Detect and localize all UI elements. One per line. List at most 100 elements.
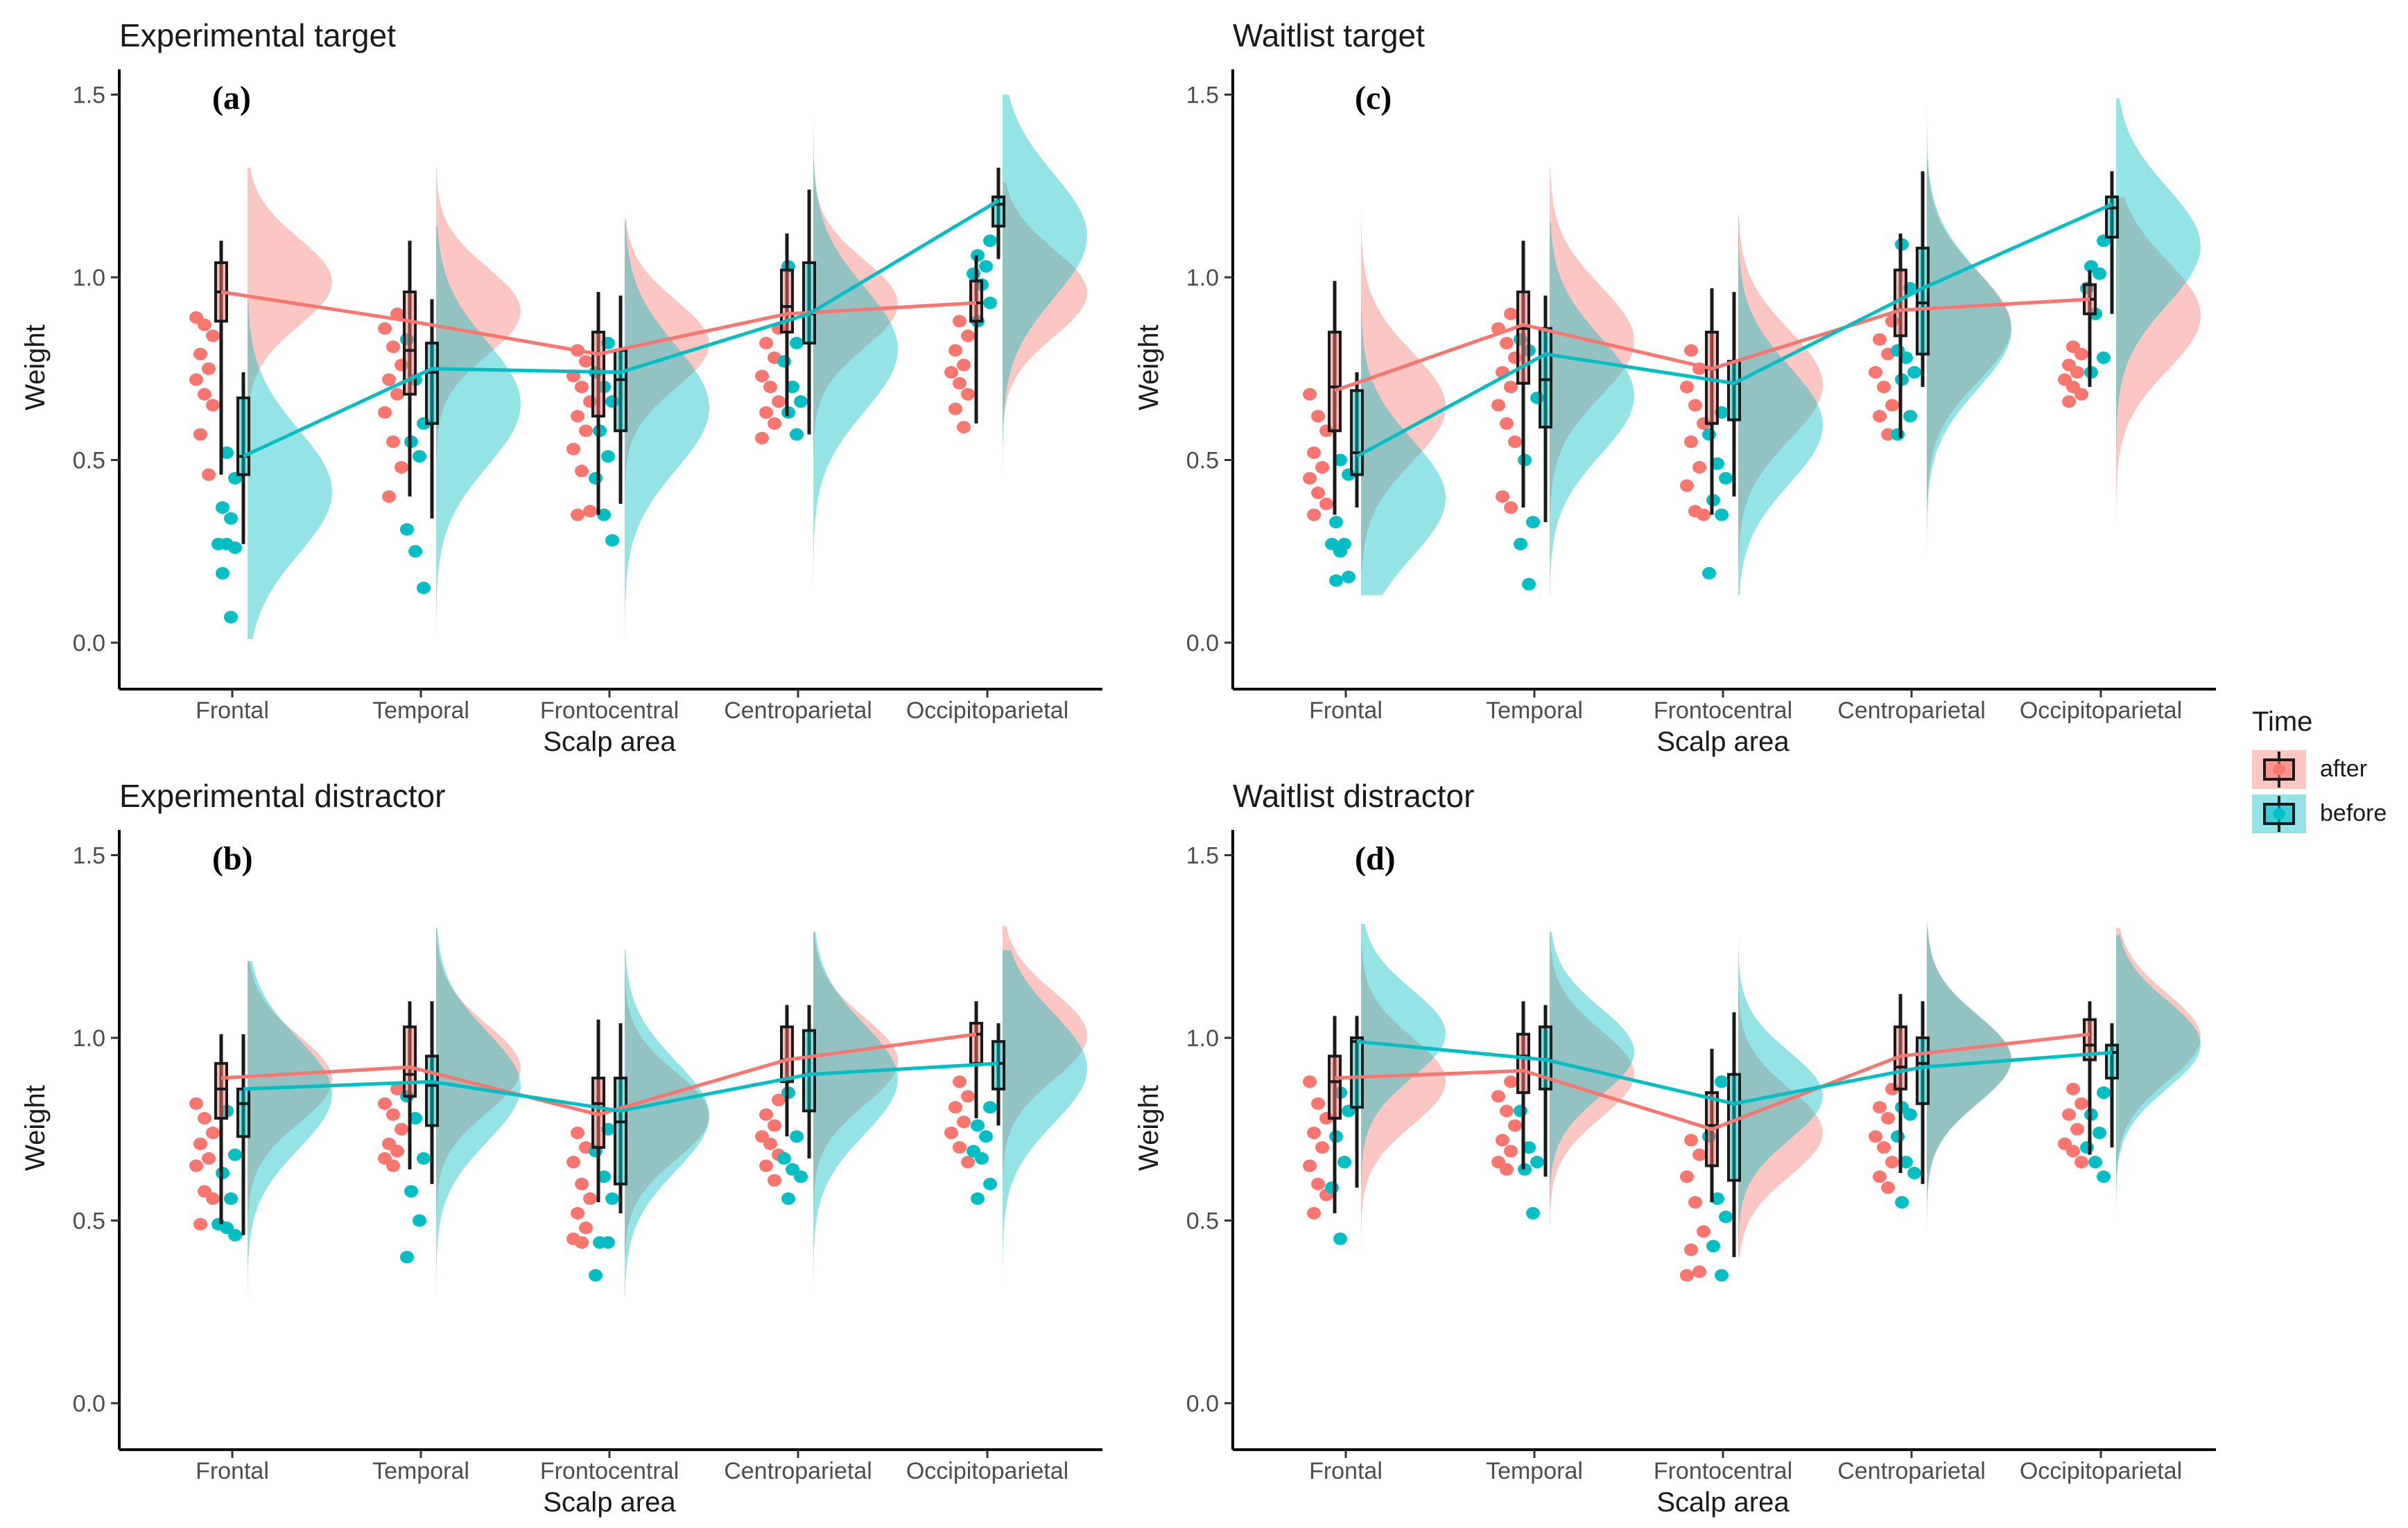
point-before bbox=[983, 296, 997, 309]
point-after bbox=[575, 1236, 589, 1249]
point-after bbox=[961, 1090, 975, 1103]
point-after bbox=[571, 1127, 584, 1140]
point-after bbox=[1504, 1145, 1518, 1158]
point-before bbox=[1702, 566, 1716, 580]
point-before bbox=[400, 523, 414, 536]
point-after bbox=[390, 388, 404, 401]
density-before-centroparietal bbox=[1927, 928, 2011, 1239]
density-after-centroparietal bbox=[1927, 160, 2011, 570]
boxplot-after-frontal bbox=[1328, 281, 1342, 515]
boxplot-before-frontal bbox=[1350, 1016, 1364, 1188]
boxplot-after-frontocentral bbox=[591, 1019, 605, 1203]
point-after bbox=[382, 373, 396, 386]
mean-lines bbox=[220, 1032, 999, 1117]
point-after bbox=[2074, 1097, 2088, 1110]
mean-line-before bbox=[242, 199, 1000, 458]
y-tick-label: 1.0 bbox=[73, 265, 105, 291]
point-before bbox=[975, 1152, 989, 1165]
boxplot-before-temporal bbox=[1539, 1005, 1552, 1177]
point-after bbox=[386, 340, 400, 354]
y-tick-label: 1.0 bbox=[1186, 265, 1219, 291]
density-before-frontocentral bbox=[1738, 939, 1823, 1312]
point-before bbox=[1522, 578, 1536, 591]
axes: 0.0 0.5 1.0 1.5 Frontal Temporal Frontocentral… bbox=[20, 69, 1102, 757]
point-after bbox=[1697, 1225, 1710, 1238]
point-after bbox=[1504, 501, 1518, 514]
boxplot-after-centroparietal bbox=[780, 233, 794, 417]
point-before bbox=[1891, 1130, 1905, 1143]
point-after bbox=[571, 1206, 584, 1219]
mean-line-after bbox=[220, 1032, 977, 1117]
point-before bbox=[979, 260, 993, 273]
legend-title: Time bbox=[2252, 706, 2312, 737]
point-after bbox=[1680, 381, 1694, 394]
point-after bbox=[571, 508, 584, 521]
point-before bbox=[790, 428, 804, 441]
boxplot-before-centroparietal bbox=[1916, 1001, 1930, 1184]
boxplot-layer bbox=[214, 1001, 1005, 1235]
boxplot-after-temporal bbox=[403, 241, 417, 497]
y-tick-label: 1.5 bbox=[1186, 843, 1219, 869]
point-before bbox=[979, 1130, 993, 1143]
panel-title: Waitlist target bbox=[1233, 17, 1425, 53]
density-after-frontocentral bbox=[625, 218, 709, 570]
point-after bbox=[2062, 1108, 2076, 1121]
point-before bbox=[1715, 1075, 1729, 1088]
point-after bbox=[1307, 508, 1321, 521]
boxplot-before-temporal bbox=[425, 299, 439, 519]
density-before-frontal bbox=[1361, 923, 1446, 1243]
point-before bbox=[983, 234, 997, 248]
point-after bbox=[189, 373, 203, 386]
density-before-frontocentral bbox=[625, 950, 709, 1298]
boxplot-layer bbox=[1328, 993, 2119, 1258]
point-after bbox=[1319, 497, 1333, 510]
point-before bbox=[1715, 1269, 1729, 1282]
y-tick-label: 0.0 bbox=[73, 1391, 105, 1417]
axes: 0.0 0.5 1.0 1.5 Frontal Temporal Frontocentral… bbox=[20, 830, 1102, 1518]
point-after bbox=[949, 344, 962, 357]
point-before bbox=[2093, 1127, 2106, 1140]
legend: Time after before bbox=[2252, 706, 2387, 833]
point-after bbox=[1873, 333, 1887, 346]
point-after bbox=[961, 388, 975, 401]
point-after bbox=[571, 410, 584, 423]
point-before bbox=[786, 381, 799, 394]
point-before bbox=[1526, 1206, 1540, 1219]
point-after bbox=[1881, 428, 1895, 441]
point-before bbox=[601, 1236, 615, 1249]
point-before bbox=[1715, 508, 1729, 521]
x-axis-title: Scalp area bbox=[543, 1487, 676, 1518]
boxplot-before-frontal bbox=[236, 372, 250, 544]
point-after bbox=[1311, 1097, 1325, 1110]
mean-line-after bbox=[1334, 297, 2090, 392]
x-axis-title: Scalp area bbox=[1656, 1487, 1790, 1518]
panel-label: (c) bbox=[1355, 80, 1392, 116]
point-after bbox=[1504, 1075, 1518, 1088]
panel-d: Waitlist distractor (d) 0.0 0.5 1.0 1.5 Fronta… bbox=[1134, 778, 2216, 1518]
density-before-frontal bbox=[1361, 299, 1446, 596]
point-after bbox=[1684, 435, 1698, 449]
x-tick-label: Occipitoparietal bbox=[2020, 697, 2182, 724]
point-after bbox=[1692, 1265, 1706, 1278]
y-tick-label: 0.5 bbox=[73, 1208, 105, 1235]
point-after bbox=[1873, 1170, 1887, 1183]
point-before bbox=[1342, 571, 1355, 584]
boxplot-before-centroparietal bbox=[1916, 171, 1930, 388]
point-after bbox=[1491, 399, 1505, 412]
point-before bbox=[1719, 1210, 1733, 1224]
point-before bbox=[777, 1152, 791, 1165]
y-axis-title: Weight bbox=[1134, 1085, 1164, 1171]
boxplot-before-frontal bbox=[236, 1034, 250, 1235]
mean-line-after bbox=[220, 290, 977, 356]
point-after bbox=[2070, 1122, 2084, 1136]
mean-lines bbox=[1334, 202, 2113, 458]
point-after bbox=[953, 315, 967, 328]
boxplot-before-frontocentral bbox=[614, 295, 627, 504]
panel-b: Experimental distractor (b) 0.0 0.5 1.0 1.5 Fr… bbox=[20, 778, 1102, 1518]
density-before-frontocentral bbox=[625, 222, 709, 639]
panel-label: (d) bbox=[1355, 840, 1396, 877]
point-after bbox=[1684, 1134, 1698, 1147]
point-before bbox=[228, 1229, 242, 1242]
point-after bbox=[378, 322, 392, 335]
point-before bbox=[597, 1170, 611, 1183]
